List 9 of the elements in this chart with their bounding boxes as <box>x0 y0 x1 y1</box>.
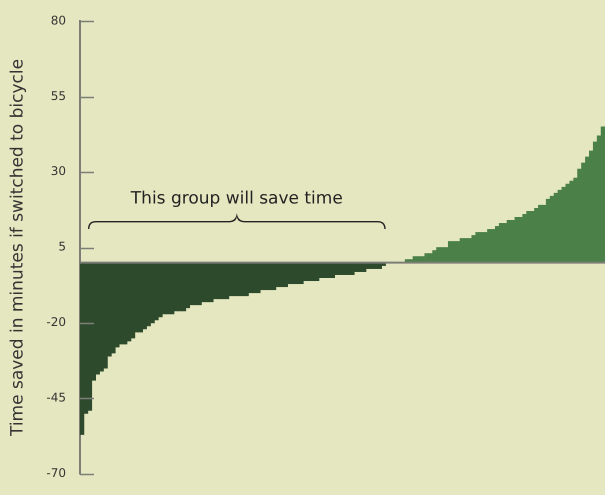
y-tick-label: -70 <box>46 466 66 480</box>
y-tick-label: 55 <box>50 88 66 103</box>
y-axis-title: Time saved in minutes if switched to bicycle <box>8 58 28 438</box>
y-tick-label: 30 <box>50 164 66 178</box>
y-tick-label: -45 <box>46 390 66 404</box>
y-tick-label: 80 <box>50 13 66 28</box>
y-tick-label: 5 <box>58 240 66 254</box>
annotation: This group will save time <box>130 188 343 208</box>
y-tick-label: -20 <box>46 315 66 330</box>
